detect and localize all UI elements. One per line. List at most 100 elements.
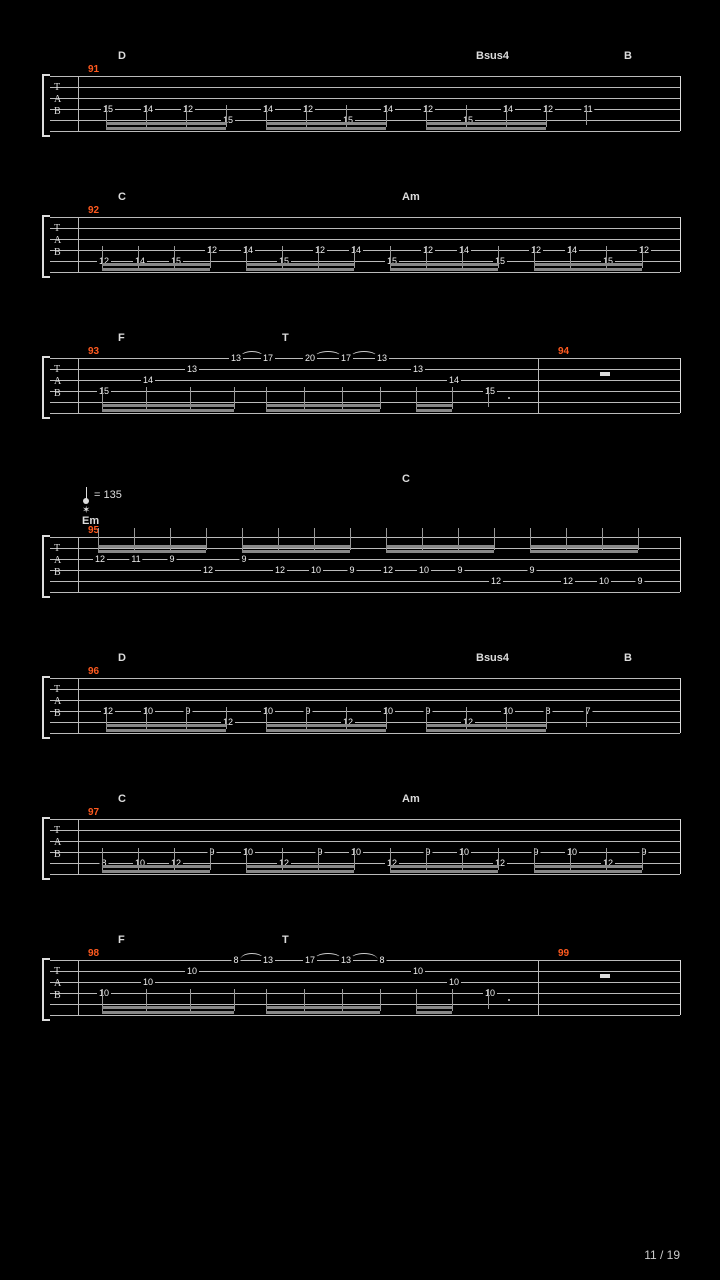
chord-row: C xyxy=(40,473,680,487)
chord-label: T xyxy=(282,332,289,344)
note-stem xyxy=(380,387,381,409)
fret-number: 20 xyxy=(303,354,317,363)
rest-symbol xyxy=(600,372,610,376)
beam-group xyxy=(534,848,642,872)
fret-number: 8 xyxy=(377,956,386,965)
beam-group xyxy=(416,989,452,1013)
beam-group xyxy=(266,989,380,1013)
string-line xyxy=(50,358,680,359)
beam-group xyxy=(102,848,210,872)
beam-group xyxy=(266,707,386,731)
beam xyxy=(246,263,354,266)
beam xyxy=(534,268,642,271)
chord-label: T xyxy=(282,934,289,946)
beam xyxy=(98,550,206,553)
fret-number: 10 xyxy=(309,566,323,575)
beam xyxy=(416,1006,452,1009)
string-line xyxy=(50,689,680,690)
rhythm-stems xyxy=(50,246,680,276)
staff-bracket xyxy=(42,676,50,739)
rhythm-stems xyxy=(50,989,680,1019)
bar-number-row: 96 xyxy=(40,666,680,678)
rhythm-stems xyxy=(50,528,680,558)
chord-label: Am xyxy=(402,191,420,203)
systems-container: DBsus4B91TAB15141215141215141215141211CA… xyxy=(40,50,680,1015)
beam xyxy=(242,545,350,548)
tab-system: DBsus4B96TAB121091210912109121087 xyxy=(40,652,680,733)
clef-letter: T xyxy=(54,364,61,376)
string-line xyxy=(50,98,680,99)
beam xyxy=(534,865,642,868)
beam xyxy=(386,550,494,553)
string-line xyxy=(50,819,680,820)
beam xyxy=(266,724,386,727)
note-stem xyxy=(350,528,351,550)
bar-number: 91 xyxy=(88,64,99,75)
beam-group xyxy=(390,848,498,872)
tie-arc xyxy=(350,351,378,358)
string-line xyxy=(50,700,680,701)
note-stem xyxy=(546,105,547,127)
fret-number: 12 xyxy=(201,566,215,575)
string-line xyxy=(50,228,680,229)
string-line xyxy=(50,87,680,88)
chord-label: D xyxy=(118,652,126,664)
chord-label: F xyxy=(118,332,125,344)
beam xyxy=(530,550,638,553)
duration-dot xyxy=(508,999,510,1001)
bar-number-row: 92 xyxy=(40,205,680,217)
fret-number: 17 xyxy=(261,354,275,363)
staff-bracket xyxy=(42,535,50,598)
string-line xyxy=(50,570,680,571)
beam xyxy=(390,870,498,873)
beam xyxy=(98,545,206,548)
note-stem xyxy=(386,707,387,729)
fret-number: 9 xyxy=(347,566,356,575)
bar-number-row: 97 xyxy=(40,807,680,819)
beam xyxy=(266,122,386,125)
chord-row: CAm xyxy=(40,191,680,205)
chord-label: Bsus4 xyxy=(476,652,509,664)
clef-letter: T xyxy=(54,825,61,837)
note-stem xyxy=(586,105,587,125)
note-stem xyxy=(380,989,381,1011)
note-stem xyxy=(354,848,355,870)
barline xyxy=(680,358,681,413)
staff-bracket xyxy=(42,817,50,880)
beam xyxy=(102,268,210,271)
barline xyxy=(680,217,681,272)
beam xyxy=(106,724,226,727)
beam xyxy=(266,404,380,407)
fret-number: 14 xyxy=(141,376,155,385)
rhythm-stems xyxy=(50,707,680,737)
beam-group xyxy=(102,387,234,411)
beam-group xyxy=(102,246,210,270)
note-stem xyxy=(586,707,587,727)
note-stem xyxy=(642,246,643,268)
string-line xyxy=(50,217,680,218)
beam-group xyxy=(106,105,226,129)
string-line xyxy=(50,592,680,593)
note-stem xyxy=(494,528,495,550)
string-line xyxy=(50,830,680,831)
rhythm-stems xyxy=(50,848,680,878)
clef-letter: T xyxy=(54,82,61,94)
fret-number: 17 xyxy=(339,354,353,363)
tab-system: FT9394TAB1514131317201713131415 xyxy=(40,332,680,413)
rest-symbol xyxy=(600,974,610,978)
chord-label: C xyxy=(402,473,410,485)
beam xyxy=(534,870,642,873)
fret-number: 9 xyxy=(527,566,536,575)
beam xyxy=(102,865,210,868)
beam-group xyxy=(266,387,380,411)
fret-number: 12 xyxy=(381,566,395,575)
beam-group xyxy=(386,528,494,552)
barline xyxy=(680,76,681,131)
rhythm-stems xyxy=(50,105,680,135)
fret-number: 13 xyxy=(375,354,389,363)
beam-group xyxy=(106,707,226,731)
note-stem xyxy=(206,528,207,550)
tab-system: DBsus4B91TAB15141215141215141215141211 xyxy=(40,50,680,131)
beam xyxy=(390,268,498,271)
tab-system: CAm97TAB81012910129101291012910129 xyxy=(40,793,680,874)
